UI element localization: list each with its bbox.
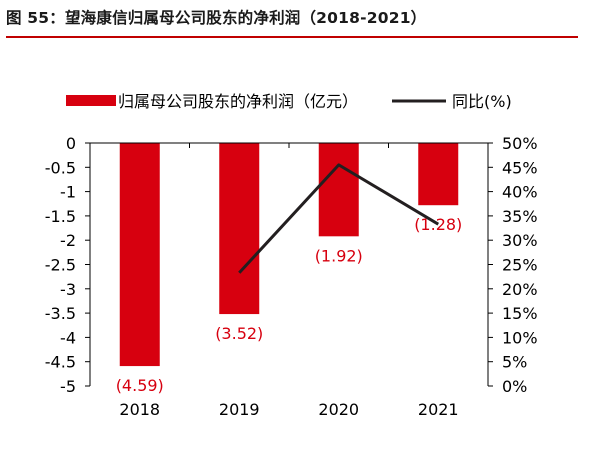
- left-axis-tick-label: -2.5: [45, 256, 76, 275]
- bar-2021: [418, 143, 459, 206]
- data-label-2021: (1.28): [414, 215, 462, 234]
- right-axis-tick-label: 20%: [502, 280, 538, 299]
- legend-label-net-profit: 归属母公司股东的净利润（亿元）: [118, 92, 358, 111]
- bar-2020: [318, 143, 359, 237]
- x-axis-label-2020: 2020: [318, 400, 359, 419]
- bar-2019: [219, 143, 260, 315]
- right-axis-tick-label: 30%: [502, 231, 538, 250]
- data-label-2019: (3.52): [215, 324, 263, 343]
- x-axis-label-2018: 2018: [119, 400, 160, 419]
- right-axis-tick-label: 10%: [502, 328, 538, 347]
- right-axis-tick-label: 50%: [502, 134, 538, 153]
- legend: 归属母公司股东的净利润（亿元） 同比(%): [66, 92, 512, 111]
- left-axis-tick-label: -4: [60, 328, 76, 347]
- x-axis-label-2021: 2021: [418, 400, 459, 419]
- data-label-2018: (4.59): [116, 376, 164, 395]
- left-axis-tick-label: -5: [60, 377, 76, 396]
- legend-swatch-bar: [66, 95, 116, 106]
- left-axis-tick-label: -4.5: [45, 353, 76, 372]
- x-axis-label-2019: 2019: [219, 400, 260, 419]
- right-axis-tick-label: 40%: [502, 183, 538, 202]
- right-axis-tick-label: 25%: [502, 256, 538, 275]
- right-axis-tick-label: 5%: [502, 353, 527, 372]
- right-axis-tick-label: 15%: [502, 304, 538, 323]
- bar-2018: [119, 143, 160, 367]
- left-axis-tick-label: -3: [60, 280, 76, 299]
- left-axis-tick-label: -3.5: [45, 304, 76, 323]
- left-axis-tick-label: -1: [60, 183, 76, 202]
- legend-label-yoy: 同比(%): [452, 92, 512, 111]
- left-axis-tick-label: -1.5: [45, 207, 76, 226]
- title-rule: [6, 36, 578, 38]
- right-axis-tick-label: 35%: [502, 207, 538, 226]
- left-axis-tick-label: -2: [60, 231, 76, 250]
- left-axis-tick-label: -0.5: [45, 158, 76, 177]
- right-axis-tick-label: 0%: [502, 377, 527, 396]
- data-label-2020: (1.92): [315, 246, 363, 265]
- left-axis-tick-label: 0: [66, 134, 76, 153]
- right-axis-tick-label: 45%: [502, 158, 538, 177]
- figure-title: 图 55：望海康信归属母公司股东的净利润（2018-2021）: [6, 9, 427, 27]
